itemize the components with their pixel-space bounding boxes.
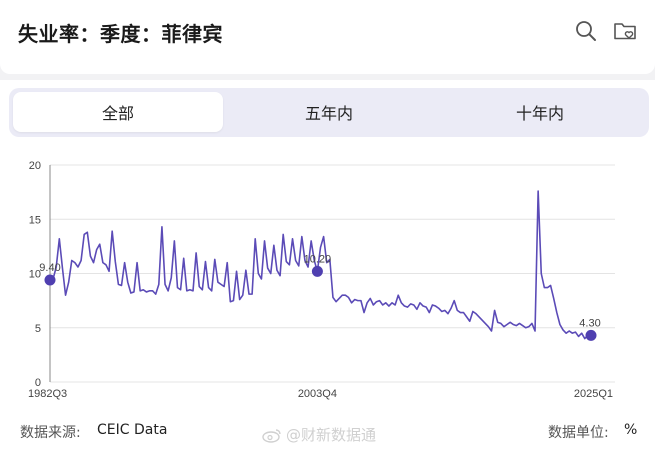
series-line <box>49 190 591 340</box>
y-tick-label: 0 <box>35 377 41 389</box>
x-tick-label: 1982Q3 <box>28 388 67 400</box>
folder-heart-icon <box>614 23 636 40</box>
unemployment-line-chart: 0 5 10 15 20 1982Q3 2003Q4 2025Q1 9.40 10.20 4.30 <box>28 160 615 400</box>
data-label: 9.40 <box>39 262 60 274</box>
watermark-text: @财新数据通 <box>286 426 377 444</box>
range-tabs: 全部 五年内 十年内 <box>9 88 649 137</box>
weibo-icon <box>262 428 281 443</box>
highlight-point <box>44 274 56 286</box>
highlight-point <box>585 329 597 341</box>
source-value: CEIC Data <box>97 422 168 438</box>
search-button[interactable] <box>572 17 600 45</box>
y-tick-label: 10 <box>29 269 41 281</box>
source-label: 数据来源: <box>20 425 81 441</box>
unit-value: % <box>624 422 638 438</box>
x-tick-label: 2003Q4 <box>298 388 337 400</box>
footer: 数据来源: CEIC Data 数据单位: % <box>0 418 655 444</box>
header-bar: 失业率：季度：菲律宾 <box>0 0 655 74</box>
y-tick-label: 20 <box>29 160 41 172</box>
data-label: 10.20 <box>304 253 332 265</box>
watermark: @财新数据通 <box>262 424 376 445</box>
tab-five-years[interactable]: 五年内 <box>304 104 353 123</box>
tab-all[interactable]: 全部 <box>13 92 223 132</box>
content-panel: 全部 五年内 十年内 0 5 10 15 20 1982Q3 2003Q4 2025Q1 9.4… <box>0 80 655 452</box>
y-tick-label: 5 <box>35 323 41 335</box>
highlight-point <box>311 265 323 277</box>
unit-label: 数据单位: <box>548 425 609 441</box>
data-label: 4.30 <box>579 317 600 329</box>
page-title: 失业率：季度：菲律宾 <box>18 22 223 46</box>
y-tick-label: 15 <box>29 214 41 226</box>
tab-ten-years[interactable]: 十年内 <box>515 104 564 123</box>
x-tick-label: 2025Q1 <box>574 388 613 400</box>
favorite-folder-button[interactable] <box>612 17 640 45</box>
search-icon <box>576 21 596 41</box>
